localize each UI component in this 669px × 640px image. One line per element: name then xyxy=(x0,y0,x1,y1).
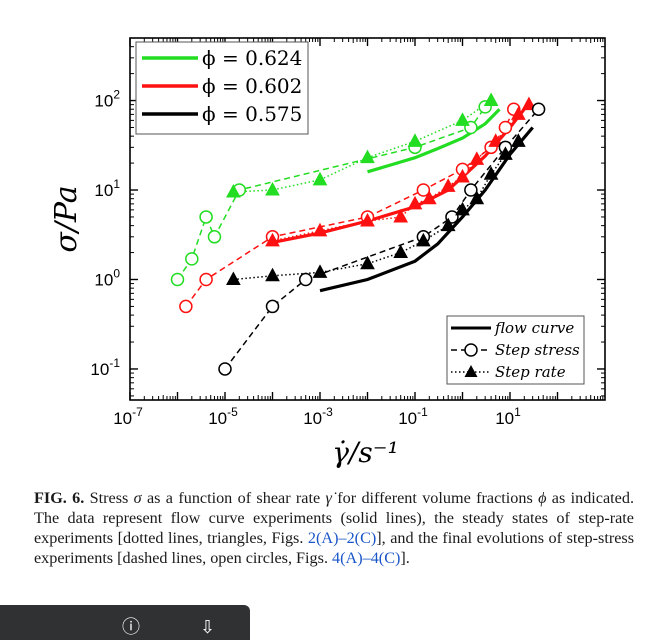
x-tick-label: 10-5 xyxy=(208,405,238,428)
step-rate-point xyxy=(312,264,328,278)
step-stress-point xyxy=(199,272,213,287)
step-rate-point xyxy=(440,217,456,232)
step-rate-point xyxy=(265,267,280,282)
step-stress-line-0.575 xyxy=(224,108,540,370)
step-stress-point xyxy=(179,299,193,314)
info-icon[interactable]: ⓘ xyxy=(122,617,140,638)
step-stress-line-0.624 xyxy=(176,106,486,280)
step-rate-point xyxy=(511,106,526,120)
step-stress-point xyxy=(464,183,478,197)
step-stress-point xyxy=(199,210,213,224)
legend-type-label: Step rate xyxy=(495,363,566,381)
step-stress-point xyxy=(185,252,199,266)
step-rate-point xyxy=(360,255,375,270)
step-stress-point xyxy=(416,183,431,197)
step-rate-point xyxy=(407,195,423,210)
legend-rate-marker xyxy=(464,365,478,377)
step-rate-point xyxy=(407,133,423,147)
y-tick-label: 102 xyxy=(94,88,120,111)
step-rate-point xyxy=(440,178,456,192)
step-rate-point xyxy=(498,146,513,160)
y-tick-label: 101 xyxy=(94,177,120,200)
step-stress-point xyxy=(170,272,185,287)
step-rate-point xyxy=(360,149,375,164)
step-rate-point xyxy=(483,92,499,107)
step-rate-point xyxy=(226,271,241,285)
download-icon[interactable]: ⇩ xyxy=(200,617,216,638)
step-rate-point xyxy=(469,190,485,205)
step-stress-point xyxy=(498,120,513,135)
flow-curve-0.624 xyxy=(367,108,501,174)
legend-stress-marker xyxy=(464,343,478,357)
step-rate-point xyxy=(360,212,375,227)
step-rate-point xyxy=(521,96,537,111)
figure-link-2[interactable]: 2(A)–2(C) xyxy=(307,529,377,547)
legend-phi-label: ϕ = 0.602 xyxy=(202,74,302,98)
step-rate-point xyxy=(416,232,431,247)
y-tick-label: 100 xyxy=(94,266,120,289)
step-rate-point xyxy=(483,166,499,180)
step-stress-point xyxy=(531,102,546,116)
step-rate-point xyxy=(393,244,409,259)
viewer-toolbar: ⓘ ⇩ xyxy=(0,605,250,640)
x-tick-label: 10-3 xyxy=(303,405,333,428)
legend-type-label: flow curve xyxy=(494,319,574,337)
y-axis-label: σ/Pa xyxy=(49,185,84,252)
step-rate-point xyxy=(455,201,470,216)
x-tick-label: 101 xyxy=(495,405,521,428)
step-rate-point xyxy=(226,183,241,198)
chart: ϕ = 0.624 ϕ = 0.602 ϕ = 0.575 flow curve Ste… xyxy=(49,37,606,469)
caption-label: FIG. 6. xyxy=(34,489,85,507)
step-stress-point xyxy=(265,299,280,314)
x-tick-label: 10-7 xyxy=(113,405,143,428)
figure-caption: FIG. 6. Stress σ as a function of shear … xyxy=(34,489,635,567)
step-rate-point xyxy=(265,181,280,196)
step-rate-point xyxy=(393,208,409,223)
x-tick-label: 10-1 xyxy=(398,405,428,428)
step-rate-point xyxy=(421,190,437,205)
x-axis-label: γ̇/s⁻¹ xyxy=(332,436,399,469)
step-stress-point xyxy=(207,230,222,244)
step-rate-point xyxy=(312,171,328,186)
step-rate-point xyxy=(265,232,280,247)
figure-link-4[interactable]: 4(A)–4(C) xyxy=(332,549,401,567)
y-tick-label: 10-1 xyxy=(90,356,120,379)
step-rate-point xyxy=(469,151,485,165)
legend-phi-label: ϕ = 0.575 xyxy=(202,102,302,126)
step-rate-point xyxy=(312,222,328,237)
step-rate-point xyxy=(488,133,504,147)
legend-type-label: Step stress xyxy=(495,341,580,359)
step-rate-point xyxy=(455,168,470,183)
legend-phi-label: ϕ = 0.624 xyxy=(202,46,302,70)
step-stress-point xyxy=(218,362,232,376)
step-rate-point xyxy=(455,112,470,126)
step-stress-point xyxy=(298,272,313,287)
step-rate-point xyxy=(511,133,526,147)
